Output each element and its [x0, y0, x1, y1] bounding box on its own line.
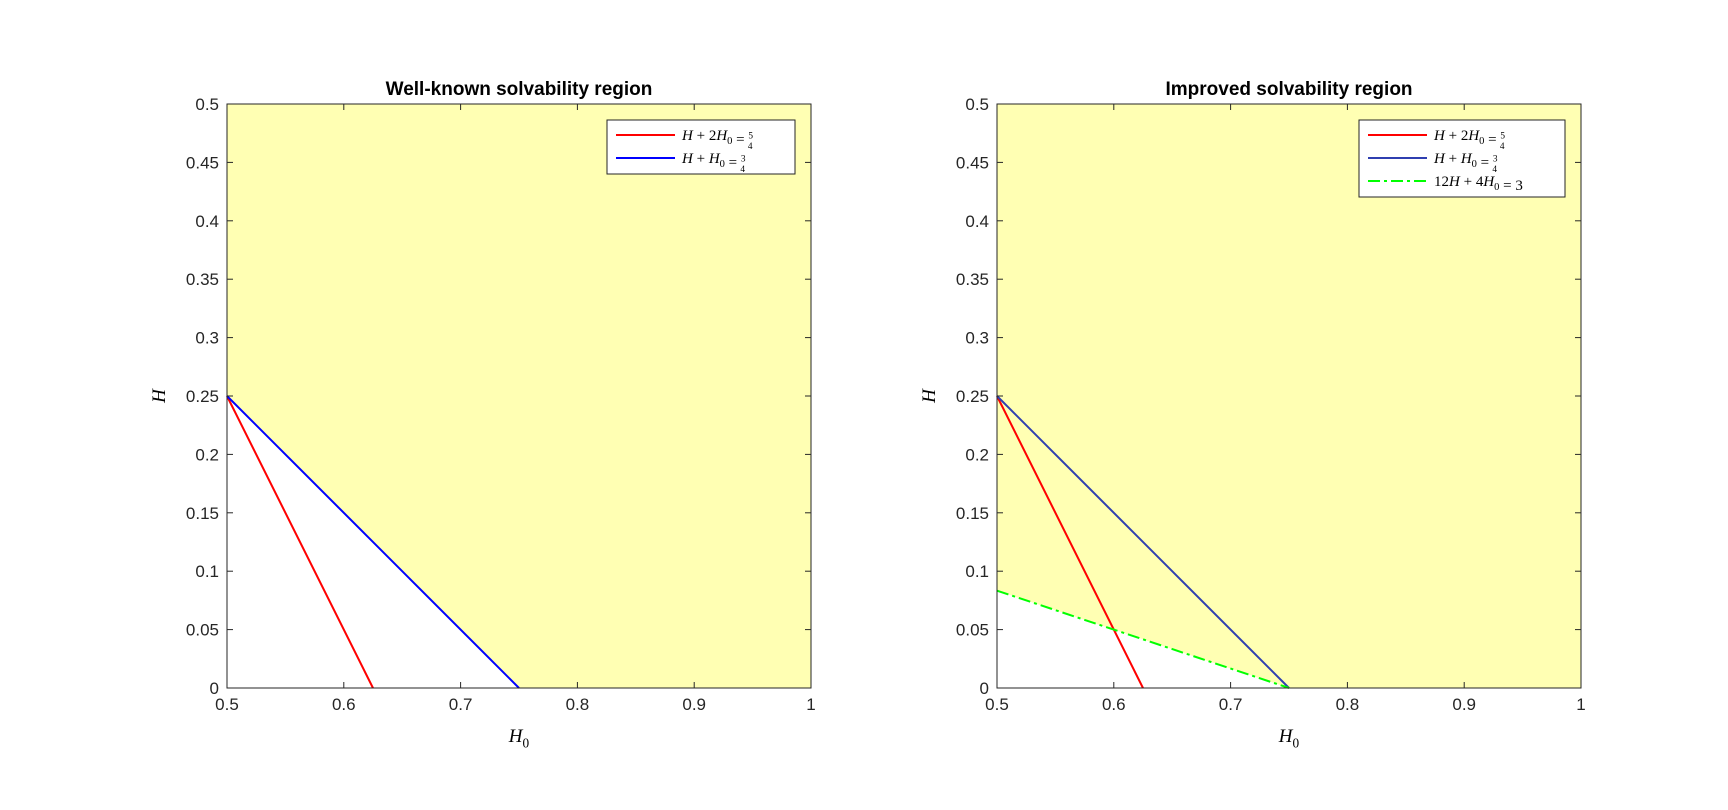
- chart-title: Well-known solvability region: [386, 79, 653, 100]
- y-tick-label: 0.45: [956, 153, 989, 172]
- x-tick-label: 1: [806, 695, 815, 714]
- series-line-3: [996, 589, 1290, 689]
- y-tick-label: 0.4: [195, 212, 219, 231]
- y-tick-label: 0.05: [186, 621, 219, 640]
- y-tick-label: 0.1: [195, 562, 219, 581]
- y-tick-label: 0.35: [956, 270, 989, 289]
- y-tick-label: 0.3: [195, 329, 219, 348]
- x-tick-label: 0.8: [566, 695, 590, 714]
- chart-panel-1: 0.5 0.6 0.7 0.8 0.9 1 0 0.05 0.1 0.15 0.2 0.25 0.3 0.…: [149, 79, 816, 750]
- series-line-2: [996, 395, 1290, 689]
- y-tick-label: 0.2: [195, 445, 219, 464]
- y-tick-label: 0: [210, 679, 219, 698]
- series-line-1: [226, 395, 374, 689]
- y-tick-label: 0.05: [956, 621, 989, 640]
- y-tick-label: 0.4: [965, 212, 989, 231]
- y-axis-label: H: [149, 388, 170, 404]
- x-tick-label: 0.5: [215, 695, 239, 714]
- y-tick-label: 0.45: [186, 153, 219, 172]
- x-tick-label: 0.7: [1219, 695, 1243, 714]
- x-tick-label: 0.6: [332, 695, 356, 714]
- series-line-1: [996, 395, 1144, 689]
- y-tick-label: 0.1: [965, 562, 989, 581]
- x-tick-label: 0.9: [1452, 695, 1476, 714]
- x-tick-label: 0.9: [682, 695, 706, 714]
- x-tick-label: 0.6: [1102, 695, 1126, 714]
- x-tick-label: 1: [1576, 695, 1585, 714]
- y-tick-label: 0.15: [956, 504, 989, 523]
- y-tick-label: 0: [980, 679, 989, 698]
- chart-title: Improved solvability region: [1165, 79, 1412, 100]
- x-tick-label: 0.8: [1336, 695, 1360, 714]
- y-tick-label: 0.25: [186, 387, 219, 406]
- y-tick-label: 0.15: [186, 504, 219, 523]
- y-tick-label: 0.5: [965, 95, 989, 114]
- y-tick-label: 0.35: [186, 270, 219, 289]
- x-axis-label: H0: [1278, 726, 1300, 750]
- y-tick-label: 0.2: [965, 445, 989, 464]
- chart-panel-2: 0.5 0.6 0.7 0.8 0.9 1 0 0.05 0.1 0.15 0.2 0.25 0.3 0.…: [919, 79, 1586, 750]
- series-line-2: [226, 395, 520, 689]
- legend-entry-3: 12H + 4H0 = 3: [1434, 174, 1523, 194]
- y-tick-label: 0.5: [195, 95, 219, 114]
- legend-box: [606, 119, 796, 175]
- x-tick-label: 0.5: [985, 695, 1009, 714]
- x-axis-label: H0: [508, 726, 530, 750]
- y-tick-label: 0.25: [956, 387, 989, 406]
- y-tick-label: 0.3: [965, 329, 989, 348]
- y-axis-label: H: [919, 388, 940, 404]
- x-tick-label: 0.7: [449, 695, 473, 714]
